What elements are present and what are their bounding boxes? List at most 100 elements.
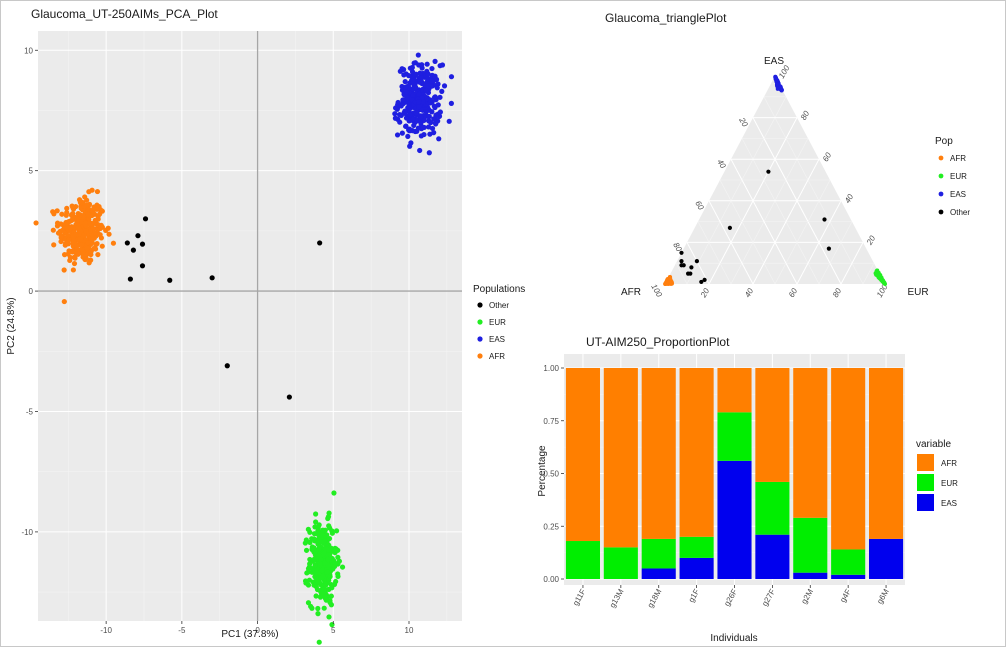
pca-point-afr [71,254,78,260]
pca-x-label: PC1 (37.8%) [221,629,278,640]
ternary-label-afr: AFR [621,287,641,298]
pca-point-eas [402,108,408,114]
ternary-gridline [818,221,853,285]
ternary-legend-label: Other [950,208,970,217]
pca-point-afr [85,239,91,246]
pca-point-eur [315,528,321,534]
pca-point-afr [103,227,109,234]
pca-point-eas [415,52,421,58]
pca-x-tick-label: -10 [100,626,112,635]
pca-point-other [139,263,146,269]
proportion-x-tick-label: g4F [838,587,853,604]
ternary-legend: Pop AFR EUR EAS Other [935,136,970,217]
pca-point-eur [321,605,327,611]
pca-point-other [130,247,136,253]
ternary-gridline [686,96,787,285]
pca-point-afr [81,232,87,238]
proportion-segment-eas [717,460,752,579]
pca-point-other [142,216,149,222]
pca-point-eas [432,116,438,122]
pca-point-eur [313,519,319,525]
pca-point-eur [316,553,322,559]
pca-x-tick-label: 0 [255,626,260,635]
pca-point-eur [312,524,318,530]
pca-point-other [135,233,141,239]
pca-point-eur [307,539,313,545]
pca-point-afr [79,199,85,205]
pca-point-eur [328,602,335,608]
proportion-segment-eas [679,557,714,579]
ternary-point-other [766,169,771,174]
ternary-point-eur [875,269,880,274]
pca-point-other [124,240,130,246]
pca-point-afr [80,254,86,260]
ternary-point-afr [669,281,674,286]
pca-point-eas [432,104,438,111]
proportion-segment-eur [831,549,866,575]
pca-point-afr [95,251,101,258]
pca-legend: Populations Other EUR EAS AFR [473,284,525,361]
pca-point-eas [432,73,438,79]
ternary-gridline [719,179,776,285]
pca-point-eas [426,150,432,156]
pca-point-eas [426,124,432,130]
pca-point-afr [82,194,88,200]
ternary-gridline [675,263,688,285]
pca-point-eur [323,582,329,588]
pca-point-eur [335,573,341,580]
pca-point-eur [309,605,315,611]
ternary-point-other [727,225,733,230]
ternary-point-eas [774,82,779,87]
pca-point-afr [51,242,57,248]
ternary-tick-eas: 40 [843,192,856,205]
pca-legend-key-eur [477,319,483,325]
pca-point-eas [395,99,401,106]
pca-y-tick-label: -10 [21,528,33,537]
pca-point-eas [424,61,430,67]
proportion-segment-afr [869,368,904,539]
pca-point-eas [402,79,408,85]
pca-point-afr [59,211,65,217]
pca-point-eas [416,99,422,105]
pca-point-eas [448,74,455,80]
pca-legend-title: Populations [473,284,525,295]
ternary-point-other [679,259,684,264]
proportion-segment-eas [869,538,904,579]
pca-point-eur [311,545,317,551]
pca-point-afr [54,208,60,214]
pca-point-eas [418,133,424,139]
proportion-bar-g18M [641,368,676,579]
pca-point-eur [314,577,320,583]
ternary-point-eur [876,272,881,277]
pca-point-eas [407,112,413,118]
proportion-segment-eas [793,572,828,579]
pca-point-eas [419,62,425,68]
proportion-bar-g4F [831,368,866,579]
pca-point-eur [339,564,346,570]
ternary-point-eas [778,86,783,91]
pca-point-eas [439,62,446,68]
pca-point-eur [306,577,313,583]
ternary-point-other [826,246,832,251]
proportion-bar-g1F [679,368,714,579]
proportion-legend-key-eas [917,494,934,511]
proportion-x-tick-label: g1F [687,587,702,604]
proportion-bar-g2M [793,368,828,579]
pca-point-eas [425,75,431,82]
pca-point-afr [68,212,74,218]
pca-point-eas [392,115,398,121]
pca-point-afr [61,252,68,258]
proportion-legend-label: EUR [941,479,958,488]
ternary-points [663,74,887,286]
pca-point-eas [437,94,443,100]
ternary-point-eur [881,279,886,284]
pca-point-afr [85,211,91,218]
pca-point-eur [322,560,328,566]
pca-point-eur [324,569,330,575]
pca-point-eur [328,593,334,599]
pca-point-eas [406,126,413,132]
pca-point-eas [423,108,429,115]
pca-point-eas [403,84,409,90]
proportion-x-tick-label: g11F [571,587,588,607]
pca-point-eur [315,611,321,617]
